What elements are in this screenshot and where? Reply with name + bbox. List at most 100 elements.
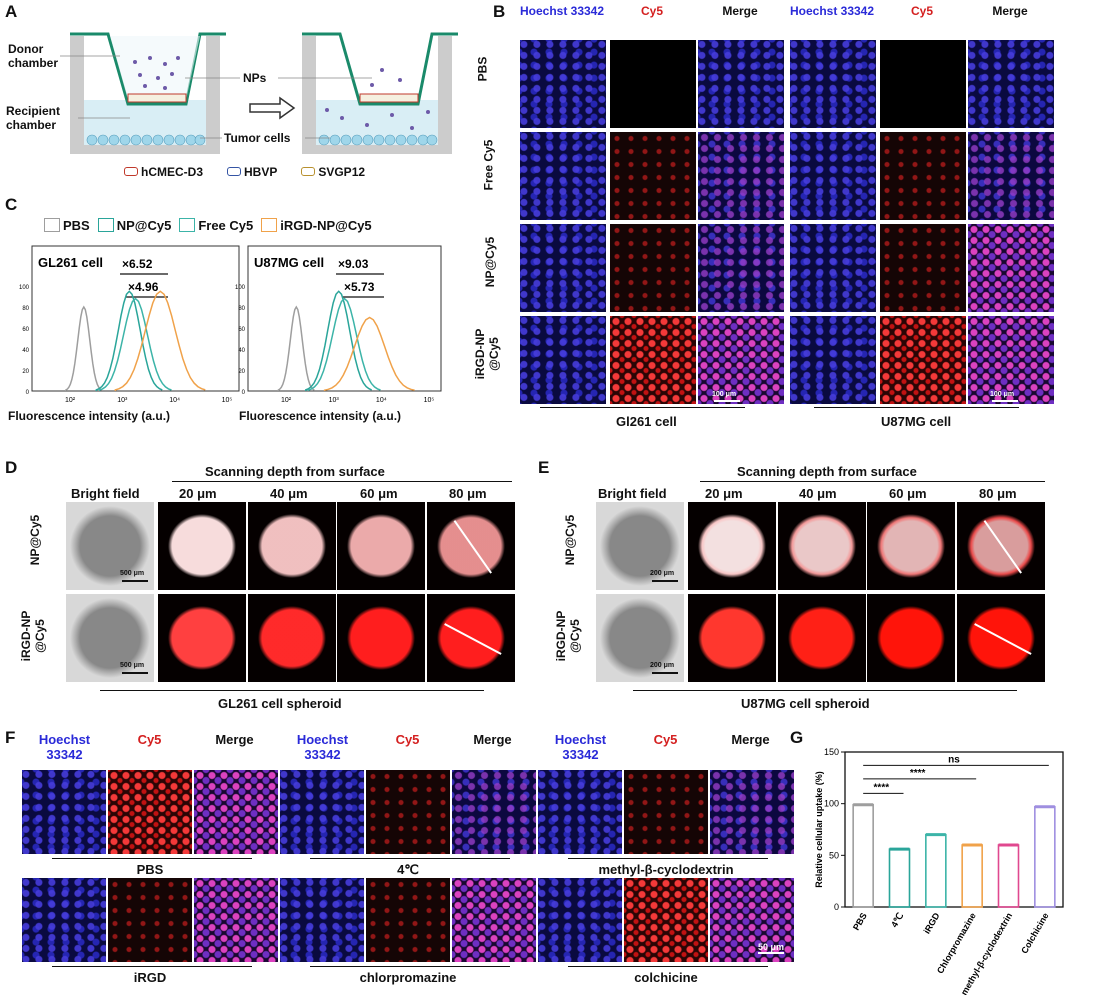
f-col-header-2-2: Merge [731, 732, 770, 747]
f-col-header-2-0: Hoechst 33342 [554, 732, 607, 762]
b-image-r3-c2 [698, 316, 784, 404]
recipient-chamber-label: Recipient chamber [6, 104, 61, 132]
b-scale-bar-0 [714, 400, 740, 402]
b-image-r1-c0 [520, 132, 606, 220]
flow-curve-np-cy5 [95, 290, 163, 392]
bar-2 [925, 833, 947, 908]
group-label-gl261: Gl261 cell [616, 414, 677, 429]
f-underline-0-1 [310, 858, 510, 859]
bar-3 [961, 844, 983, 908]
bar-category-label-5: Colchicine [1019, 911, 1050, 955]
flow-ytick: 20 [238, 369, 245, 375]
flow-ytick: 40 [238, 348, 245, 354]
b-scale-bar-1 [992, 400, 1018, 402]
flow-curve-irgd-np-cy5 [114, 290, 206, 392]
d-row-irgd: iRGD-NP @Cy5 [19, 610, 47, 662]
bar-ytick-label: 100 [824, 799, 839, 809]
d-depth-60: 60 μm [360, 486, 398, 501]
flow-ytick: 20 [22, 369, 29, 375]
legend-item-svgp12: SVGP12 [301, 165, 365, 179]
f-col-header-0-0: Hoechst 33342 [38, 732, 91, 762]
f-group-label-1-1: chlorpromazine [359, 970, 457, 985]
panel-label-b: B [493, 2, 506, 21]
legend-np-cy5: NP@Cy5 [97, 218, 171, 233]
group-underline-u87mg [814, 407, 1019, 408]
cell-legend: hCMEC-D3 HBVP SVGP12 [124, 165, 365, 179]
b-image-r0-c5 [968, 40, 1054, 128]
panel-label-a: A [5, 2, 18, 21]
f-col-header-0-1: Cy5 [137, 732, 162, 747]
flow-frame-0 [31, 245, 240, 392]
e-scale-text-1: 200 μm [650, 662, 675, 669]
flow-ytick: 40 [22, 348, 29, 354]
e-image-r0-c3 [867, 502, 955, 590]
group-underline-gl261 [540, 407, 745, 408]
f-image-r0-g2-c1 [624, 770, 708, 854]
flow-ytick: 80 [238, 306, 245, 312]
f-image-r1-g0-c0 [22, 878, 106, 962]
f-col-header-1-2: Merge [473, 732, 512, 747]
bar-ytick-label: 50 [829, 850, 839, 860]
flow-fold1-1: ×9.03 [338, 257, 369, 271]
flow-curve-free-cy5 [98, 297, 172, 391]
bar-category-label-0: PBS [851, 911, 869, 932]
bar-category-label-2: iRGD [922, 911, 942, 936]
f-group-label-1-0: iRGD [133, 970, 167, 985]
e-image-r1-c2 [778, 594, 866, 682]
b-image-r0-c4 [880, 40, 966, 128]
f-underline-1-1 [310, 966, 510, 967]
e-image-r1-c3 [867, 594, 955, 682]
b-image-r1-c4 [880, 132, 966, 220]
f-image-r0-g2-c0 [538, 770, 622, 854]
bar-ylabel: Relative cellular uptake (%) [814, 771, 824, 888]
b-image-r1-c3 [790, 132, 876, 220]
flow-fold2-0: ×4.96 [128, 280, 159, 294]
b-image-r3-c4 [880, 316, 966, 404]
e-image-r1-c0 [596, 594, 684, 682]
flow-curve-pbs [277, 305, 315, 392]
legend-pbs: PBS [44, 218, 90, 233]
f-col-header-1-0: Hoechst 33342 [296, 732, 349, 762]
flow-frame-1 [247, 245, 442, 392]
e-bright-label: Bright field [598, 486, 667, 501]
flow-xtick: 10⁵ [222, 397, 233, 404]
e-header: Scanning depth from surface [737, 464, 917, 479]
flow-xlabel-1: Fluorescence intensity (a.u.) [8, 409, 171, 423]
b-image-r2-c5 [968, 224, 1054, 312]
bar-1 [888, 848, 911, 908]
d-header-line [172, 481, 512, 482]
sig-label-0: **** [874, 782, 890, 793]
flow-curve-pbs [65, 305, 103, 392]
transwell-details [60, 32, 458, 154]
f-image-r1-g1-c0 [280, 878, 364, 962]
panel-label-f: F [5, 728, 16, 747]
d-image-r1-c2 [248, 594, 336, 682]
b-image-r2-c3 [790, 224, 876, 312]
b-col-header-1: Cy5 [640, 4, 663, 18]
flow-xtick: 10⁵ [424, 397, 435, 404]
f-underline-1-0 [52, 966, 252, 967]
flow-curve-free-cy5 [307, 297, 381, 391]
d-scale-text-0: 500 μm [120, 570, 145, 577]
row-label-pbs: PBS [475, 56, 490, 82]
b-image-r0-c0 [520, 40, 606, 128]
d-image-r0-c1 [158, 502, 246, 590]
bar-plot-frame [844, 751, 1064, 908]
f-group-label-0-0: PBS [136, 862, 164, 877]
b-col-header-3: Hoechst 33342 [789, 4, 875, 18]
panel-label-g: G [790, 728, 804, 747]
d-image-r0-c0 [66, 502, 154, 590]
flow-xtick: 10² [65, 397, 76, 404]
f-image-r0-g2-c2 [710, 770, 794, 854]
bar-ytick-label: 0 [834, 902, 839, 912]
e-image-r0-c2 [778, 502, 866, 590]
e-depth-20: 20 μm [705, 486, 743, 501]
tumor-cells-label: Tumor cells [224, 131, 291, 145]
bar-ytick-label: 150 [824, 747, 839, 757]
d-scale-bar-0 [122, 580, 148, 582]
legend-free-cy5: Free Cy5 [179, 218, 253, 233]
e-image-r1-c1 [688, 594, 776, 682]
f-col-header-0-2: Merge [215, 732, 254, 747]
d-image-r0-c3 [337, 502, 425, 590]
d-depth-40: 40 μm [270, 486, 308, 501]
